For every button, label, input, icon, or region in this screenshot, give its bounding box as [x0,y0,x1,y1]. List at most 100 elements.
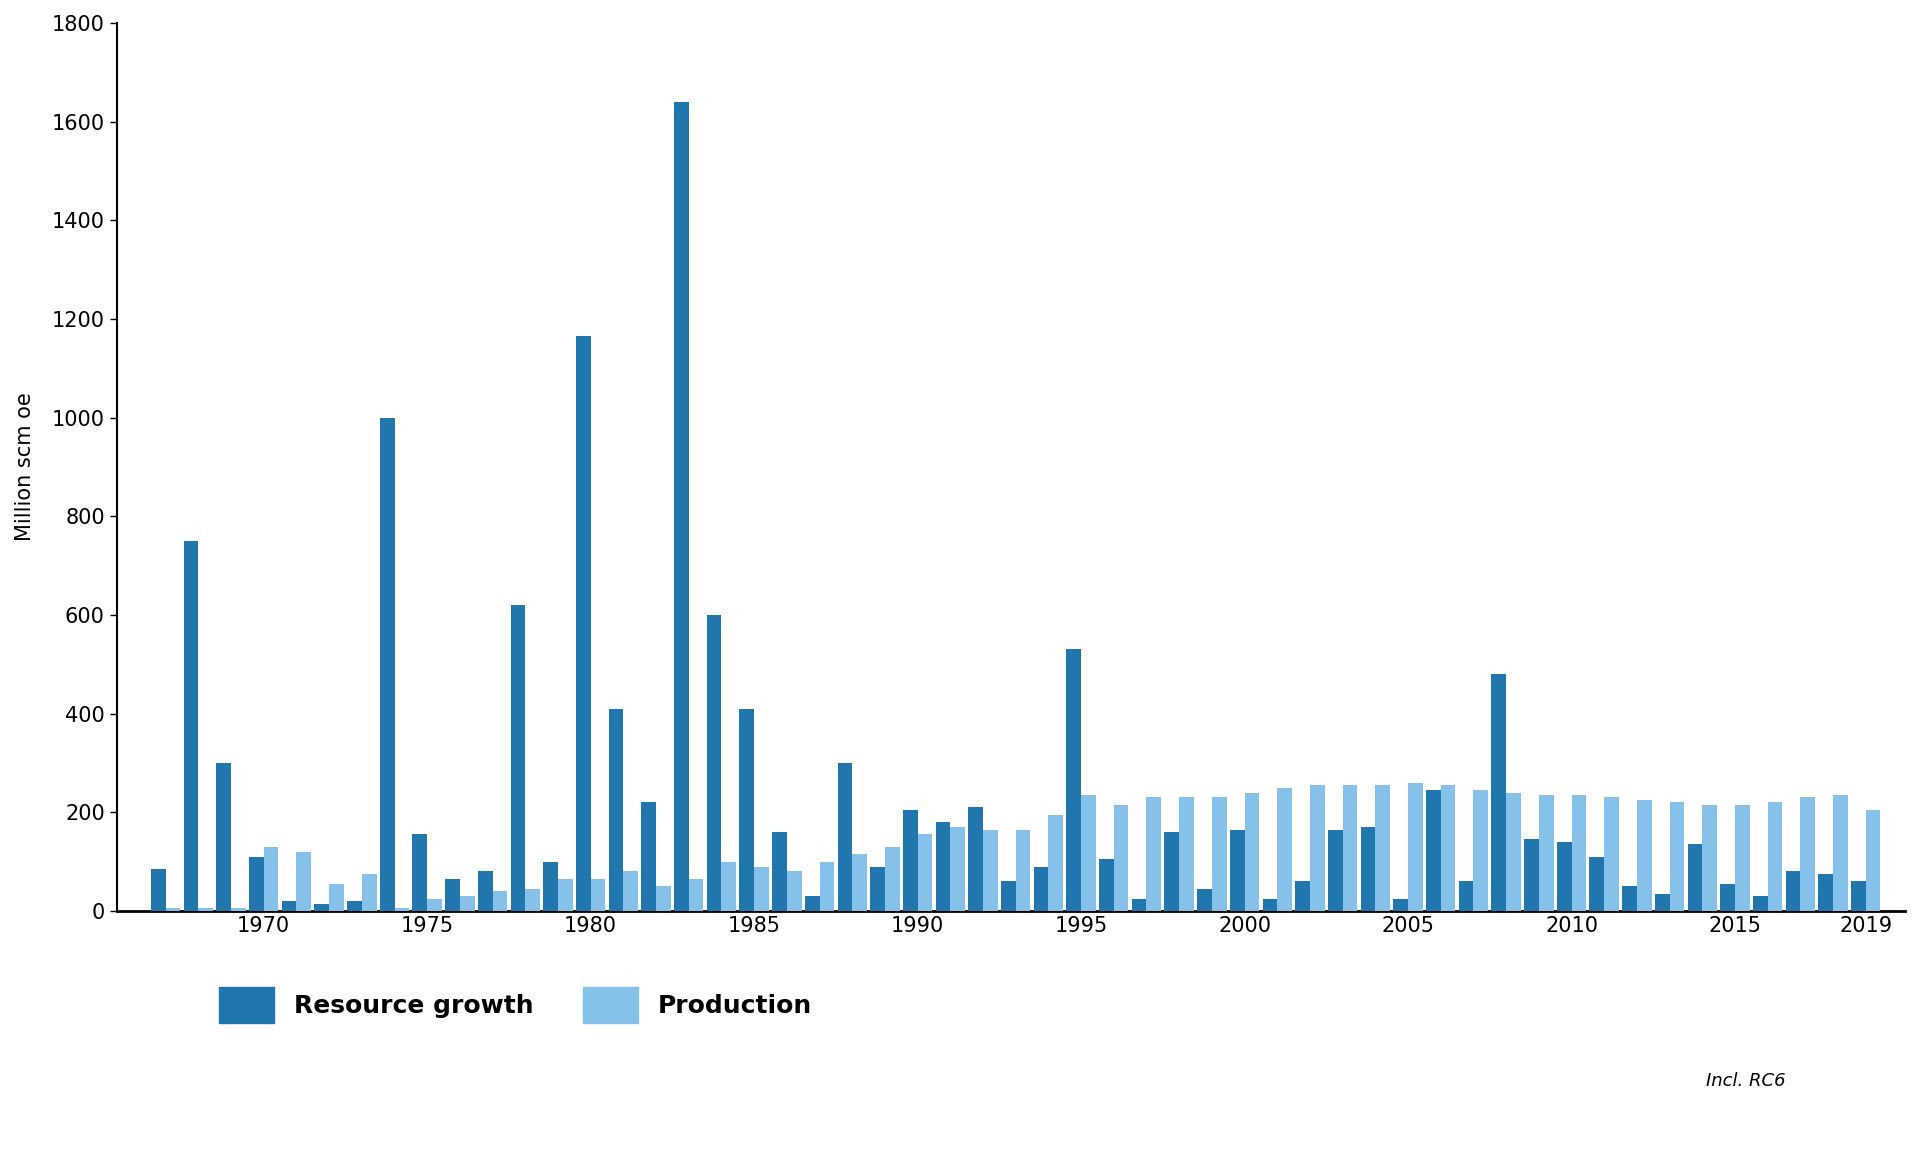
Bar [576,337,591,911]
Bar [968,807,983,911]
Bar [328,884,344,911]
Bar [1655,894,1670,911]
Bar [772,832,787,911]
Bar [1866,809,1880,911]
Bar [983,829,998,911]
Bar [1329,829,1342,911]
Bar [1263,898,1277,911]
Bar [722,861,735,911]
Bar [852,854,868,911]
Bar [1571,794,1586,911]
Bar [689,879,703,911]
Bar [1505,792,1521,911]
Bar [804,896,820,911]
Bar [918,835,933,911]
Bar [1407,783,1423,911]
Bar [902,809,918,911]
Bar [559,879,572,911]
Bar [1753,896,1768,911]
Bar [1309,785,1325,911]
Bar [820,861,835,911]
Bar [1212,798,1227,911]
Legend: Resource growth, Production: Resource growth, Production [219,987,812,1023]
Bar [641,802,657,911]
Bar [1146,798,1162,911]
Bar [1098,859,1114,911]
Bar [1427,790,1440,911]
Bar [1538,794,1553,911]
Bar [1557,842,1571,911]
Bar [198,909,213,911]
Bar [1114,805,1129,911]
Bar [624,872,637,911]
Bar [1244,792,1260,911]
Bar [165,909,180,911]
Bar [1768,802,1782,911]
Bar [413,835,426,911]
Bar [461,896,474,911]
Bar [1459,881,1473,911]
Bar [1361,827,1375,911]
Bar [1048,815,1064,911]
Bar [1638,800,1651,911]
Bar [250,857,263,911]
Bar [184,541,198,911]
Bar [1131,898,1146,911]
Bar [707,615,722,911]
Bar [609,709,624,911]
Bar [526,889,540,911]
Bar [1851,881,1866,911]
Bar [657,887,670,911]
Bar [263,846,278,911]
Bar [1198,889,1212,911]
Bar [1605,798,1619,911]
Bar [950,827,966,911]
Bar [1296,881,1309,911]
Bar [445,879,461,911]
Bar [217,763,230,911]
Y-axis label: Million scm oe: Million scm oe [15,392,35,541]
Bar [1164,832,1179,911]
Bar [493,891,507,911]
Bar [1801,798,1814,911]
Bar [1277,787,1292,911]
Bar [1736,805,1749,911]
Bar [1590,857,1605,911]
Bar [1622,887,1638,911]
Bar [1834,794,1847,911]
Bar [837,763,852,911]
Bar [282,900,296,911]
Bar [478,872,493,911]
Bar [1179,798,1194,911]
Bar [1066,649,1081,911]
Bar [1375,785,1390,911]
Bar [1033,867,1048,911]
Bar [591,879,605,911]
Bar [1786,872,1801,911]
Bar [543,861,559,911]
Bar [870,867,885,911]
Bar [739,709,755,911]
Bar [296,852,311,911]
Bar [361,874,376,911]
Bar [1492,675,1505,911]
Bar [1081,794,1096,911]
Bar [1016,829,1031,911]
Bar [935,822,950,911]
Bar [674,101,689,911]
Bar [1440,785,1455,911]
Bar [1000,881,1016,911]
Bar [885,846,900,911]
Bar [1703,805,1716,911]
Bar [1524,839,1538,911]
Bar [1473,790,1488,911]
Bar [1394,898,1407,911]
Bar [1670,802,1684,911]
Bar [152,869,165,911]
Bar [755,867,768,911]
Bar [394,909,409,911]
Bar [511,605,526,911]
Bar [1720,884,1736,911]
Bar [787,872,801,911]
Text: Incl. RC6: Incl. RC6 [1707,1071,1786,1090]
